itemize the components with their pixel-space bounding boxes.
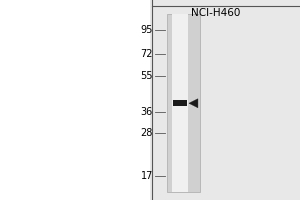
Bar: [0, 0, 150, 200]
Text: 28: 28: [141, 128, 153, 138]
Bar: [172, 100, 188, 106]
Text: 95: 95: [141, 25, 153, 35]
Bar: [172, 14, 188, 192]
Text: NCI-H460: NCI-H460: [191, 8, 241, 18]
Polygon shape: [189, 99, 198, 108]
Text: 55: 55: [140, 71, 153, 81]
Text: 36: 36: [141, 107, 153, 117]
Text: 17: 17: [141, 171, 153, 181]
Bar: [150, 0, 300, 200]
Bar: [167, 14, 200, 192]
Text: 72: 72: [140, 49, 153, 59]
